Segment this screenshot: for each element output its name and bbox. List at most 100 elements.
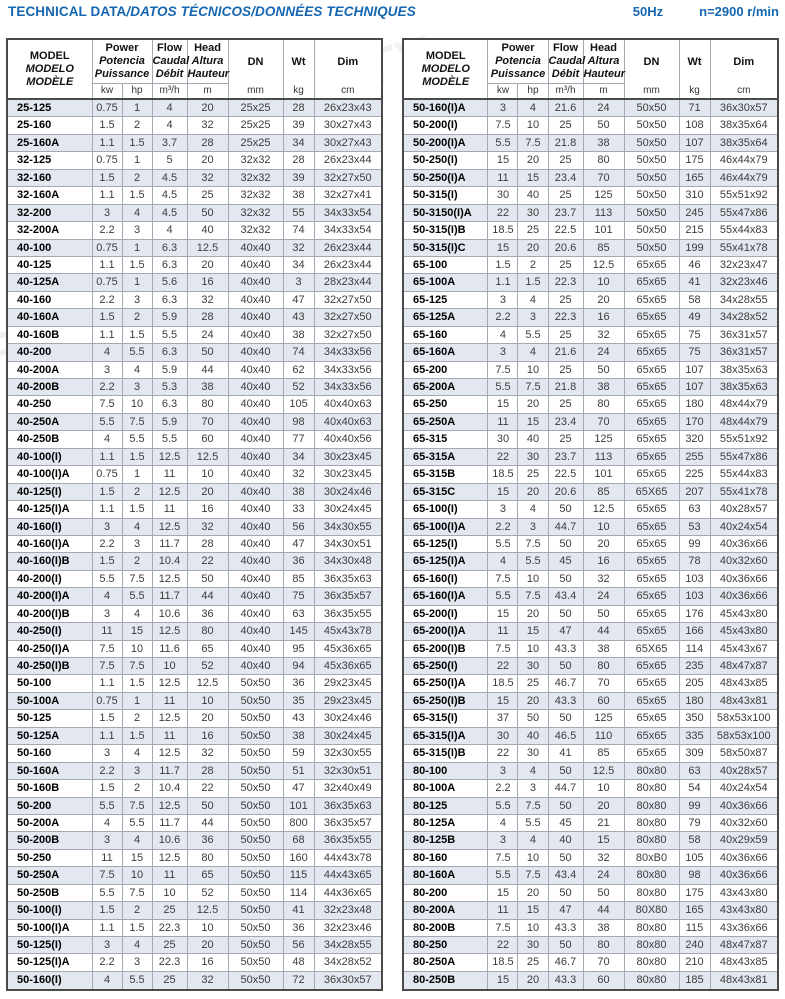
cell-weight: 320 [678,430,711,449]
cell-power-kw: 7.5 [487,848,519,868]
cell-dn: 40x40 [227,412,284,432]
cell-power-hp: 15 [517,412,549,432]
cell-flow: 44.7 [547,779,584,798]
cell-power-kw: 15 [487,691,519,711]
cell-model: 80-250A [402,953,489,972]
spec-table-left: MODEL MODELO MODÈLE Power Potencia Puiss… [6,38,384,991]
cell-dim: 40x40x56 [313,430,383,449]
cell-dn: 65x65 [623,343,680,362]
cell-dn: 50x50 [227,918,284,938]
cell-power-hp: 25 [517,953,549,972]
table-row: 25-160 1.5 2 4 32 25x25 39 30x27x43 [6,116,383,135]
cell-dn: 65x65 [623,534,680,554]
cell-model: 65-250A [402,412,489,432]
cell-power-kw: 4 [91,343,123,362]
cell-power-hp: 20 [517,151,549,170]
cell-power-hp: 10 [517,569,549,589]
cell-dim: 32x27x41 [313,186,383,205]
cell-power-hp: 1.5 [121,447,153,467]
cell-flow: 50 [547,796,584,815]
table-row: 40-160(I) 3 4 12.5 32 40x40 56 34x30x55 [6,517,383,536]
cell-model: 40-100(I)A [6,465,93,484]
cell-weight: 205 [678,674,711,693]
cell-weight: 207 [678,482,711,502]
cell-model: 65-125(I) [402,534,489,554]
cell-model: 65-125(I)A [402,552,489,571]
cell-power-hp: 40 [517,430,549,449]
cell-model: 65-315(I)A [402,726,489,746]
cell-dn: 40x40 [227,290,284,310]
cell-power-hp: 30 [517,935,549,955]
cell-dim: 40x36x66 [709,587,779,606]
cell-power-kw: 3 [91,604,123,624]
cell-dim: 36x30x57 [313,970,383,991]
cell-power-hp: 2 [121,709,153,728]
cell-head: 20 [186,709,229,728]
cell-head: 12.5 [582,761,625,781]
cell-power-hp: 2 [121,552,153,571]
cell-flow: 45 [547,813,584,833]
cell-dim: 38x35x63 [709,360,779,380]
cell-model: 65-200 [402,360,489,380]
table-row: 40-160B 1.1 1.5 5.5 24 40x40 38 32x27x50 [6,325,383,345]
cell-power-kw: 22 [487,203,519,223]
cell-head: 15 [582,831,625,850]
cell-dn: 50x50 [623,116,680,135]
col-header-model-es: MODELO [25,62,74,75]
cell-dn: 50x50 [227,866,284,885]
cell-power-kw: 1.5 [91,482,123,502]
cell-weight: 43 [282,308,315,327]
cell-head: 38 [582,918,625,938]
cell-model: 80-200B [402,918,489,938]
table-row: 50-160B 1.5 2 10.4 22 50x50 47 32x40x49 [6,779,383,798]
cell-flow: 10 [151,883,188,903]
cell-model: 50-250A [6,866,93,885]
cell-weight: 32 [282,465,315,484]
table-row: 40-200B 2.2 3 5.3 38 40x40 52 34x33x56 [6,377,383,397]
cell-power-kw: 7.5 [487,116,519,135]
cell-model: 65-200A [402,377,489,397]
cell-flow: 25 [151,935,188,955]
cell-dn: 40x40 [227,308,284,327]
cell-flow: 4.5 [151,203,188,223]
cell-dim: 46x44x79 [709,168,779,188]
frequency-label: 50Hz [632,4,664,19]
cell-dim: 45x36x65 [313,656,383,676]
cell-dim: 40x32x60 [709,552,779,571]
unit-kw: kw [91,82,123,100]
cell-head: 50 [582,883,625,903]
cell-flow: 25 [547,360,584,380]
cell-power-hp: 3 [121,221,153,240]
cell-head: 85 [582,238,625,257]
cell-dn: 40x40 [227,447,284,467]
cell-dn: 65x65 [623,587,680,606]
table-row: 50-315(I)B 18.5 25 22.5 101 50x50 215 55x44x83 [402,221,779,240]
cell-weight: 115 [282,866,315,885]
cell-model: 40-160A [6,308,93,327]
cell-power-hp: 4 [517,343,549,362]
table-row: 65-250A 11 15 23.4 70 65x65 170 48x44x79 [402,412,779,432]
cell-dn: 65x65 [623,709,680,728]
cell-weight: 63 [282,604,315,624]
cell-power-hp: 2 [121,168,153,188]
spec-labels: 50Hz n=2900 r/min [633,4,779,19]
cell-dn: 65x65 [623,255,680,275]
cell-weight: 49 [678,308,711,327]
cell-flow: 5.9 [151,308,188,327]
cell-flow: 25 [547,290,584,310]
table-row: 50-200 5.5 7.5 12.5 50 50x50 101 36x35x63 [6,796,383,815]
cell-dim: 32x27x50 [313,325,383,345]
table-row: 40-125 1.1 1.5 6.3 20 40x40 34 26x23x44 [6,255,383,275]
cell-dn: 80x80 [623,883,680,903]
cell-dim: 44x43x65 [313,866,383,885]
cell-dn: 25x25 [227,133,284,153]
cell-power-hp: 50 [517,709,549,728]
cell-model: 80-160 [402,848,489,868]
cell-weight: 28 [282,151,315,170]
cell-dn: 50x50 [227,691,284,711]
cell-power-kw: 5.5 [487,587,519,606]
cell-head: 44 [186,587,229,606]
cell-power-kw: 3 [487,290,519,310]
cell-model: 65-250(I) [402,656,489,676]
cell-model: 40-250(I) [6,622,93,641]
